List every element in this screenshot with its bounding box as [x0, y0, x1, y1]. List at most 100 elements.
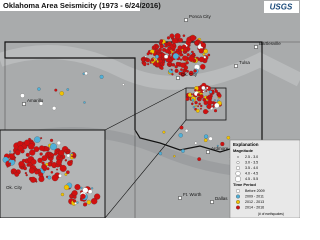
earthquake: [194, 100, 198, 105]
legend-color: [236, 205, 240, 210]
earthquake: [194, 40, 199, 45]
earthquake: [198, 102, 201, 106]
legend-label: 2014 - 2016: [245, 205, 264, 209]
legend-color: [236, 189, 240, 193]
earthquake: [72, 195, 77, 199]
earthquake: [214, 102, 220, 109]
earthquake: [204, 134, 209, 139]
earthquake: [56, 168, 58, 171]
earthquake: [190, 34, 197, 41]
earthquake: [207, 53, 211, 57]
earthquake: [208, 94, 212, 98]
legend-label: Before 2009: [245, 189, 265, 193]
legend-color: [236, 200, 240, 204]
legend-label: 3.0 - 3.5: [245, 160, 258, 164]
earthquake: [20, 166, 24, 170]
legend-label: 2.5 - 3.0: [245, 155, 258, 159]
inset-leader: [104, 87, 187, 218]
earthquake: [51, 174, 59, 182]
legend-color: [236, 194, 240, 199]
earthquake: [56, 149, 59, 152]
earthquake: [47, 175, 52, 180]
earthquake: [50, 171, 54, 174]
earthquake: [159, 41, 163, 45]
earthquake: [191, 102, 194, 106]
earthquake: [14, 172, 20, 177]
earthquake: [155, 44, 160, 49]
earthquake: [34, 169, 40, 175]
earthquake: [158, 47, 162, 52]
earthquake: [209, 90, 213, 94]
earthquake: [198, 56, 205, 63]
earthquake: [197, 105, 200, 108]
city-label: Ok. City: [181, 72, 198, 77]
earthquake: [171, 63, 176, 67]
earthquake: [80, 186, 83, 190]
title-box: [0, 0, 140, 11]
legend-label: 4.5 - 5.5: [245, 177, 258, 181]
earthquake: [24, 171, 27, 175]
earthquake: [74, 202, 77, 205]
legend-size: [235, 176, 241, 182]
city-marker: [254, 45, 258, 49]
earthquake: [83, 202, 88, 207]
city-marker: [206, 150, 210, 154]
earthquake: [69, 159, 73, 163]
earthquake: [30, 159, 37, 165]
earthquake: [99, 74, 104, 79]
earthquake: [142, 56, 146, 60]
earthquake: [74, 184, 81, 191]
earthquake: [213, 99, 216, 102]
earthquake: [172, 53, 179, 60]
earthquake: [198, 48, 204, 54]
legend-heading: Time Period: [233, 182, 256, 187]
earthquake: [166, 36, 171, 40]
title: Oklahoma Area Seismicity (1973 - 6/24/20…: [3, 1, 161, 10]
earthquake: [39, 101, 44, 106]
earthquake: [208, 136, 213, 141]
earthquake: [181, 149, 185, 153]
earthquake: [59, 91, 64, 96]
earthquake: [64, 149, 68, 153]
earthquake: [200, 107, 202, 110]
earthquake: [150, 58, 154, 62]
legend-label: 4.0 - 4.5: [245, 171, 258, 175]
earthquake: [45, 162, 49, 166]
earthquake: [147, 63, 150, 66]
earthquake: [6, 165, 9, 168]
earthquake: [39, 145, 45, 151]
inset-label: Ok. City: [6, 185, 23, 190]
earthquake: [141, 58, 145, 62]
earthquake: [216, 144, 219, 147]
earthquake: [178, 133, 183, 138]
earthquake: [174, 68, 179, 73]
earthquake: [37, 157, 43, 163]
earthquake: [186, 69, 189, 73]
earthquake: [25, 152, 30, 157]
legend-title: Explanation: [233, 142, 259, 147]
earthquake: [90, 198, 98, 205]
earthquake: [59, 155, 63, 159]
earthquake: [200, 64, 206, 70]
earthquake: [173, 155, 176, 158]
earthquake: [66, 151, 70, 155]
legend-size: [236, 161, 240, 164]
earthquake: [200, 42, 206, 48]
earthquake: [193, 69, 197, 73]
earthquake: [197, 97, 201, 101]
earthquake: [220, 141, 225, 147]
city-label: Bartlesville: [259, 41, 281, 46]
earthquake: [46, 167, 50, 171]
earthquake: [182, 55, 188, 61]
state-borders: [4, 41, 300, 218]
earthquake: [174, 65, 178, 69]
earthquake: [194, 141, 198, 145]
earthquake: [164, 54, 169, 59]
earthquake: [9, 150, 12, 153]
earthquake: [200, 104, 203, 108]
earthquake: [54, 88, 58, 92]
earthquake: [160, 66, 164, 70]
legend: [229, 139, 300, 218]
earthquake: [187, 44, 190, 48]
city-labels: Ponca City Bartlesville Tulsa Ok. City Amari…: [22, 14, 281, 204]
